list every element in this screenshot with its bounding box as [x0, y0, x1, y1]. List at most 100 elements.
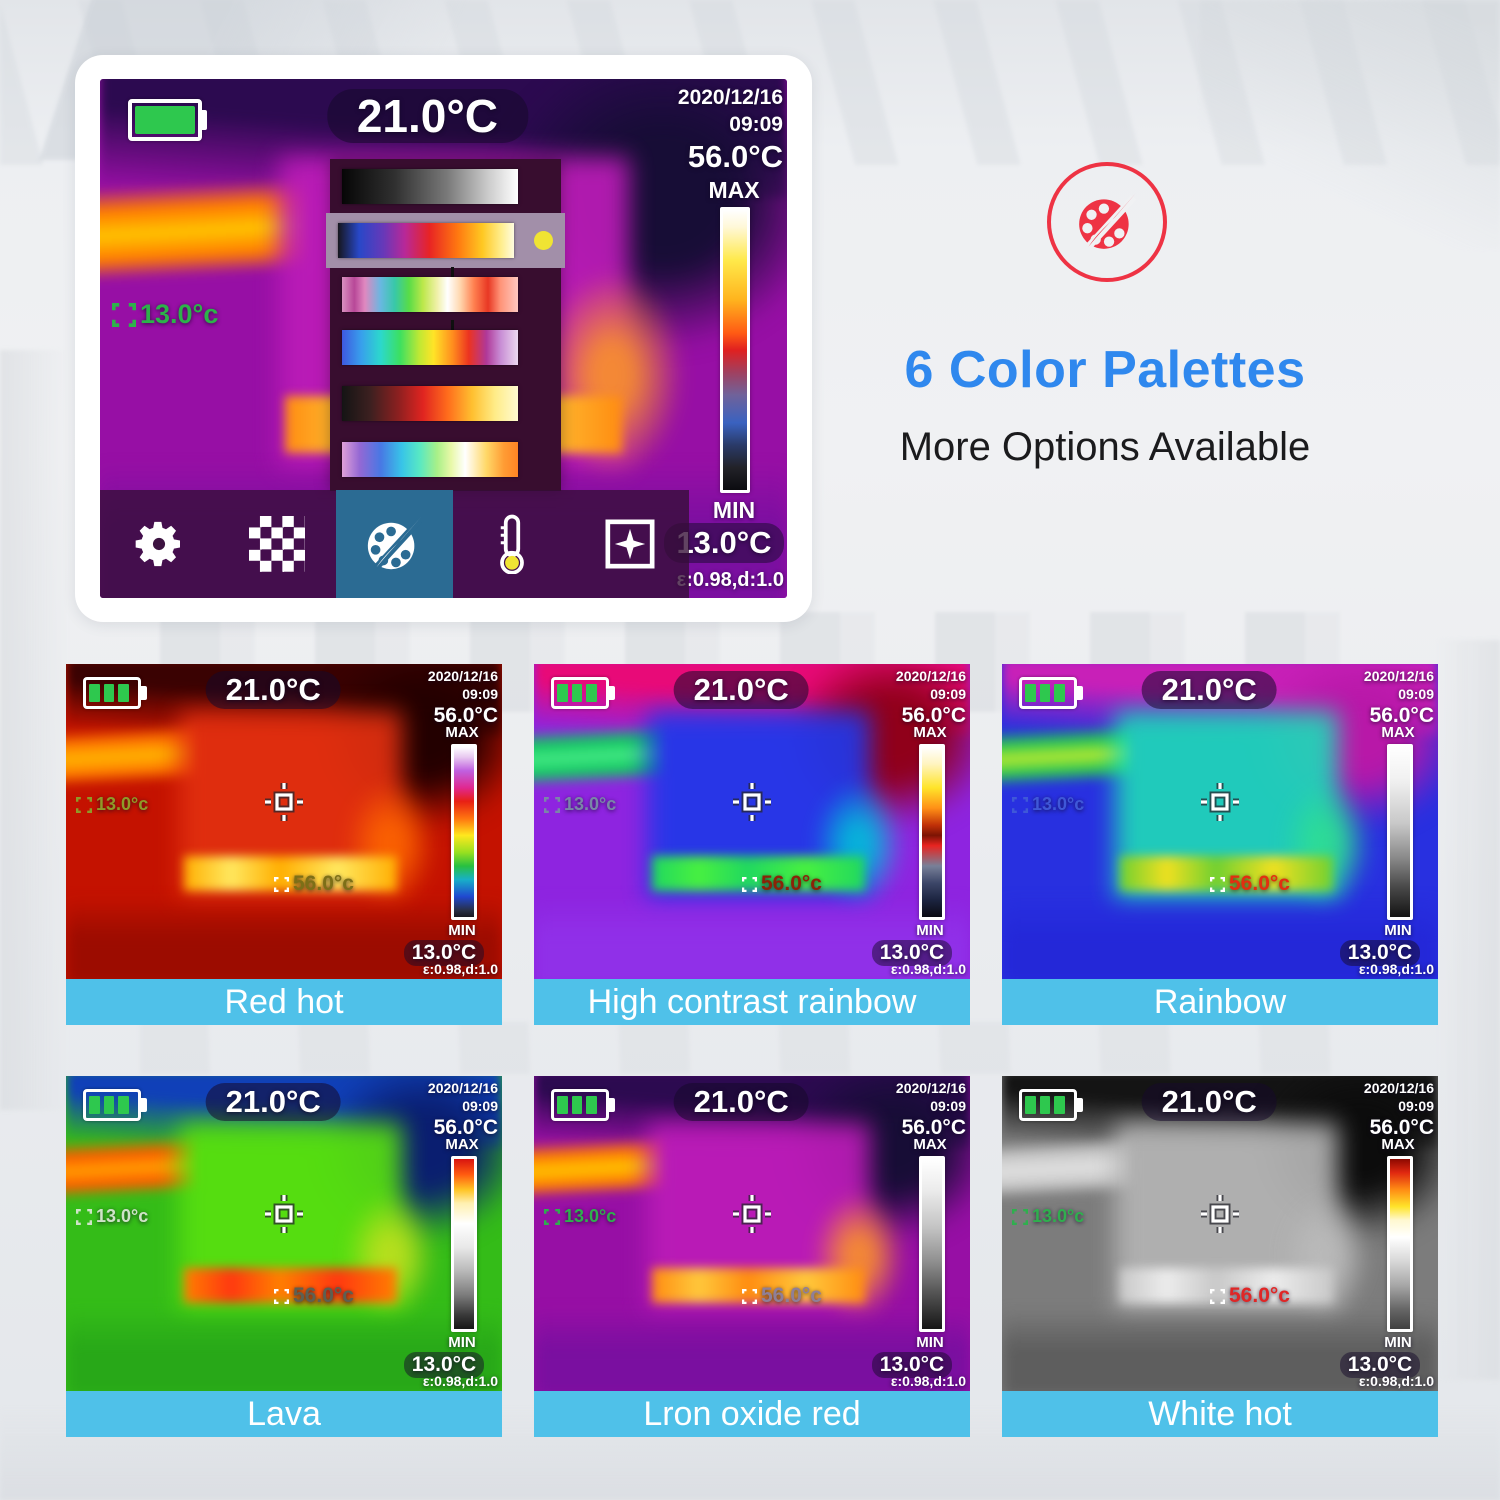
center-temp-value: 21.0°C: [225, 1084, 321, 1119]
center-temp-value: 21.0°C: [693, 1084, 789, 1119]
palette-thumbnail-high_contrast_rainbow: 21.0°C 2020/12/16 09:09 56.0°C MAX MIN 1…: [534, 664, 970, 1025]
spot-min-value: 13.0°c: [564, 1206, 617, 1226]
bracket-icon: [742, 876, 757, 892]
battery-bar: [557, 684, 568, 702]
time-text: 09:09: [462, 686, 498, 702]
min-temp-readout: 13.0°C: [392, 1352, 496, 1378]
thermal-scene: [1002, 1076, 1438, 1391]
datetime-block: 2020/12/16 09:09 56.0°C: [896, 1079, 966, 1141]
thermal-scene: [66, 664, 502, 979]
temperature-scale-bar: [451, 1156, 477, 1332]
temperature-scale-bar: [451, 744, 477, 920]
toolbar-temperature-button[interactable]: [453, 490, 571, 598]
toolbar-palette-button[interactable]: [335, 490, 454, 598]
scene-layer: [183, 1268, 398, 1303]
palette-tick: [451, 320, 454, 330]
spot-min-value: 13.0°c: [1032, 794, 1085, 814]
date-text: 2020/12/16: [427, 668, 498, 684]
background-shape: [1200, 0, 1500, 250]
datetime-block: 2020/12/16 09:09 56.0°C: [428, 667, 498, 729]
max-temp-value: 56.0°C: [433, 704, 498, 727]
battery-icon: [128, 99, 207, 141]
battery-bar: [571, 1096, 583, 1114]
battery-nub: [201, 110, 207, 130]
min-temp-value: 13.0°C: [1339, 1352, 1421, 1378]
palette-row-2-selected[interactable]: [326, 213, 565, 268]
scene-layer: [183, 856, 398, 891]
time-text: 09:09: [930, 686, 966, 702]
thermometer-icon: [500, 514, 525, 574]
battery-bar: [586, 1096, 597, 1114]
center-crosshair-icon: [1198, 780, 1242, 824]
center-crosshair-icon: [1198, 1192, 1242, 1236]
bracket-icon: [742, 1288, 757, 1304]
datetime-block: 2020/12/16 09:09 56.0°C: [1364, 1079, 1434, 1141]
min-temp-readout: 13.0°C: [392, 940, 496, 966]
scene-layer: [66, 723, 197, 788]
spot-max-value: 56.0°c: [761, 1284, 822, 1307]
date-text: 2020/12/16: [427, 1080, 498, 1096]
palette-label-text: Rainbow: [1153, 982, 1287, 1021]
center-temp-readout: 21.0°C: [1141, 671, 1277, 709]
spot-max-marker: 56.0°c: [742, 1284, 822, 1308]
palette-label-text: Lron oxide red: [643, 1394, 861, 1433]
time-text: 09:09: [462, 1098, 498, 1114]
background-shape: [140, 1022, 1370, 1074]
toolbar-spot-meter-button[interactable]: [571, 490, 689, 598]
spot-max-marker: 56.0°c: [1210, 1284, 1290, 1308]
time-text: 09:09: [1398, 1098, 1434, 1114]
thermal-screen: 21.0°C 2020/12/16 09:09 56.0°C MAX MIN 1…: [1002, 1076, 1438, 1391]
spot-min-marker: 13.0°c: [1012, 1206, 1084, 1227]
spot-min-marker: 13.0°c: [544, 794, 616, 815]
emissivity-text: ε:0.98,d:1.0: [422, 1373, 498, 1389]
crosshair-icon: [605, 519, 655, 569]
toolbar-image-mode-button[interactable]: [218, 490, 336, 598]
palette-row-1[interactable]: [342, 169, 518, 204]
date-text: 2020/12/16: [895, 1080, 966, 1096]
max-label: MAX: [913, 1136, 947, 1153]
min-label: MIN: [1384, 1334, 1412, 1351]
palette-label-text: White hot: [1148, 1394, 1292, 1433]
grid-icon: [248, 516, 305, 572]
max-temp-value: 56.0°C: [901, 1116, 966, 1139]
palette-label-text: High contrast rainbow: [587, 982, 917, 1021]
bracket-icon: [76, 796, 92, 813]
battery-fill: [135, 106, 195, 134]
toolbar-settings-button[interactable]: [100, 490, 218, 598]
battery-bar: [1039, 1096, 1051, 1114]
max-label: MAX: [1381, 1136, 1415, 1153]
palette-label: Lron oxide red: [534, 1391, 970, 1437]
palette-row-5[interactable]: [342, 386, 518, 421]
palette-label: White hot: [1002, 1391, 1438, 1437]
headline: 6 Color Palettes: [904, 340, 1306, 399]
palette-row-6[interactable]: [342, 442, 518, 477]
palette-row-4[interactable]: [342, 330, 518, 365]
palette-thumbnail-white_hot: 21.0°C 2020/12/16 09:09 56.0°C MAX MIN 1…: [1002, 1076, 1438, 1437]
thermal-screen: 21.0°C 2020/12/16 09:09 56.0°C MAX MIN 1…: [66, 664, 502, 979]
center-crosshair-icon: [730, 780, 774, 824]
center-temp-value: 21.0°C: [356, 90, 498, 142]
spot-min-marker: 13.0°c: [76, 794, 148, 815]
battery-bar: [586, 684, 597, 702]
emissivity-text: ε:0.98,d:1.0: [1358, 961, 1434, 977]
palette-label: Red hot: [66, 979, 502, 1025]
temperature-scale-bar: [919, 1156, 945, 1332]
datetime-block: 2020/12/16 09:09 56.0°C: [1364, 667, 1434, 729]
bracket-icon: [274, 1288, 289, 1304]
min-temp-readout: 13.0°C: [1328, 940, 1432, 966]
battery-bar: [89, 684, 100, 702]
battery-bar: [103, 1096, 115, 1114]
center-crosshair-icon: [262, 780, 306, 824]
spot-min-value: 13.0°c: [564, 794, 617, 814]
time-text: 09:09: [729, 113, 783, 136]
palette-row-2-bar: [338, 223, 514, 258]
max-label: MAX: [708, 177, 760, 203]
min-label: MIN: [916, 922, 944, 939]
background-shape: [1436, 640, 1500, 1380]
battery-bar: [89, 1096, 100, 1114]
scene-layer: [100, 176, 307, 283]
battery-nub: [609, 1097, 615, 1113]
palette-row-3[interactable]: [342, 277, 518, 312]
emissivity-text: ε:0.98,d:1.0: [676, 569, 784, 591]
spot-max-marker: 56.0°c: [274, 1284, 354, 1308]
